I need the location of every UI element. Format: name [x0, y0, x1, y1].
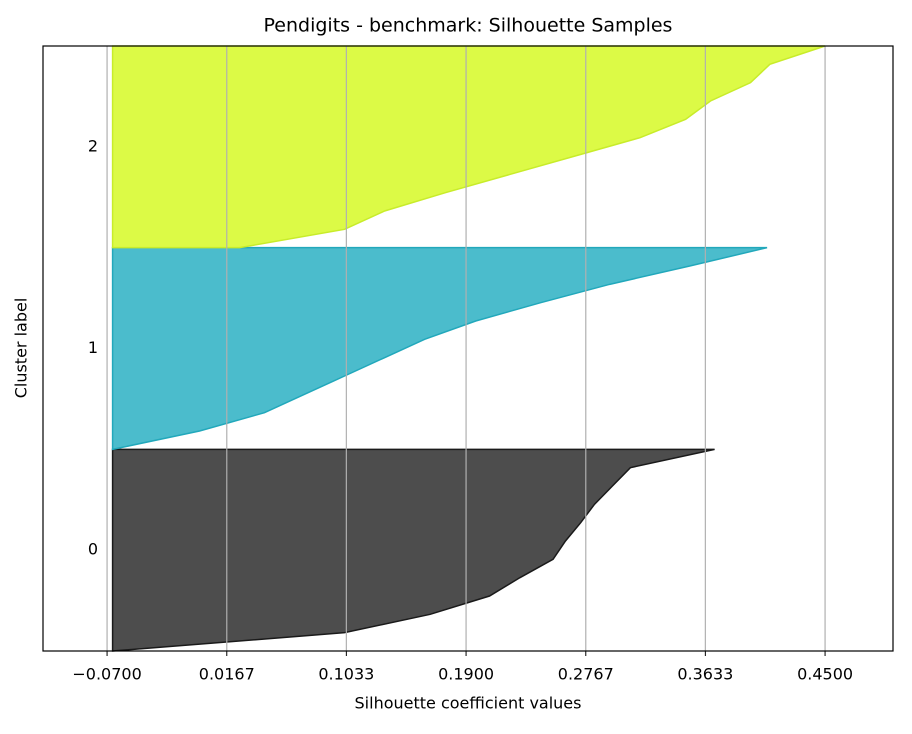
x-tick-label: 0.1900 [438, 665, 494, 684]
x-axis-label: Silhouette coefficient values [355, 694, 582, 713]
silhouette-area [111, 448, 715, 652]
x-tick-label: 0.2767 [558, 665, 614, 684]
x-tick-label: 0.3633 [677, 665, 733, 684]
x-tick-label: −0.0700 [72, 665, 141, 684]
x-tick-label: 0.4500 [797, 665, 853, 684]
y-tick-label: 1 [88, 338, 98, 357]
y-tick-label: 2 [88, 136, 98, 155]
chart-title: Pendigits - benchmark: Silhouette Sample… [264, 15, 673, 37]
y-axis-label: Cluster label [12, 298, 31, 399]
plot-frame [42, 45, 894, 652]
x-tick-label: 0.1033 [318, 665, 374, 684]
y-tick-label: 0 [88, 540, 98, 559]
silhouette-area [111, 45, 826, 249]
x-tick-label: 0.0167 [199, 665, 255, 684]
silhouette-area [111, 246, 768, 451]
